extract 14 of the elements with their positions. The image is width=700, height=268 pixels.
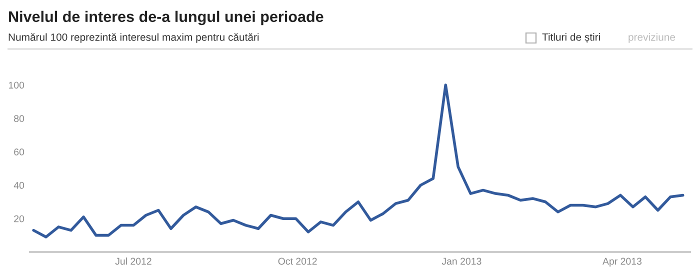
line-series (32, 84, 684, 238)
y-tick-label: 20 (14, 215, 24, 222)
chart-title: Nivelul de interes de-a lungul unei perioade (9, 10, 324, 26)
chart-subtitle: Numărul 100 reprezintă interesul maxim pentru căutări (8, 33, 259, 43)
x-tick-label: Oct 2012 (278, 258, 317, 265)
x-tick-label: Jul 2012 (115, 258, 152, 265)
y-tick-label: 80 (14, 115, 24, 122)
y-tick-label: 60 (14, 148, 24, 156)
x-tick-label: Jan 2013 (442, 258, 482, 265)
x-tick-label: Apr 2013 (602, 258, 642, 267)
text: previziune (628, 33, 676, 43)
text: Titluri de știri (542, 33, 600, 43)
y-tick-label: 40 (14, 182, 24, 189)
y-tick-label: 100 (8, 82, 24, 89)
